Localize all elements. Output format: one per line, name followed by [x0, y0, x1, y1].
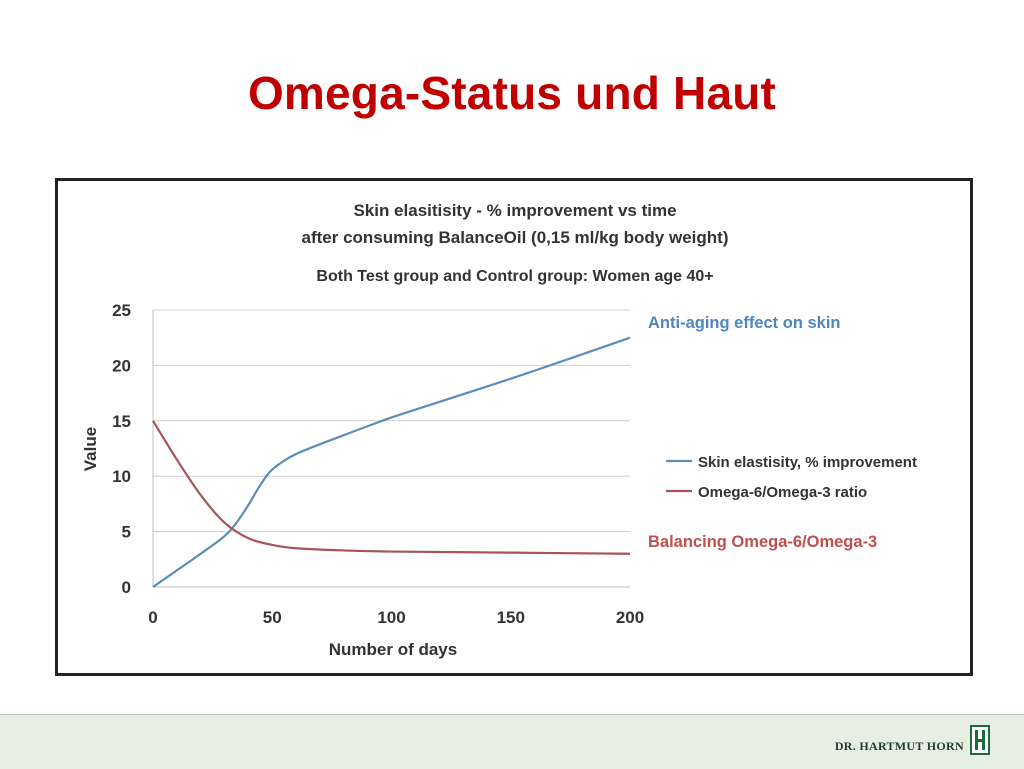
y-tick-label: 20 — [112, 356, 131, 375]
x-tick-label: 0 — [148, 608, 157, 627]
hh-monogram-icon — [970, 725, 990, 755]
series-line-2 — [152, 420, 631, 555]
y-tick-label: 10 — [112, 467, 131, 486]
x-tick-label: 200 — [616, 608, 644, 627]
annotation-anti-aging: Anti-aging effect on skin — [648, 314, 841, 332]
slide-title: Omega-Status und Haut — [247, 67, 777, 119]
y-tick-label: 15 — [112, 412, 131, 431]
legend-label-1: Skin elastisity, % improvement — [698, 454, 917, 471]
chart-title-line-2: after consuming BalanceOil (0,15 ml/kg b… — [302, 228, 729, 247]
footer-author: DR. HARTMUT HORN — [834, 739, 964, 753]
x-tick-label: 150 — [497, 608, 525, 627]
footer-bar: DR. HARTMUT HORN — [0, 714, 1024, 769]
legend-label-2: Omega-6/Omega-3 ratio — [698, 484, 867, 501]
y-tick-label: 25 — [112, 301, 131, 320]
y-axis-label: Value — [81, 427, 100, 471]
annotation-balancing: Balancing Omega-6/Omega-3 — [648, 533, 877, 551]
chart-subtitle: Both Test group and Control group: Women… — [316, 268, 713, 285]
chart-title-line-1: Skin elasitisity - % improvement vs time — [353, 201, 676, 220]
x-tick-label: 50 — [263, 608, 282, 627]
y-tick-label: 5 — [122, 523, 131, 542]
x-tick-label: 100 — [377, 608, 405, 627]
series-line-1 — [152, 336, 631, 588]
chart: Skin elasitisity - % improvement vs time… — [81, 201, 917, 659]
y-tick-label: 0 — [122, 578, 131, 597]
chart-frame: Skin elasitisity - % improvement vs time… — [55, 178, 973, 676]
x-axis-label: Number of days — [329, 640, 457, 659]
